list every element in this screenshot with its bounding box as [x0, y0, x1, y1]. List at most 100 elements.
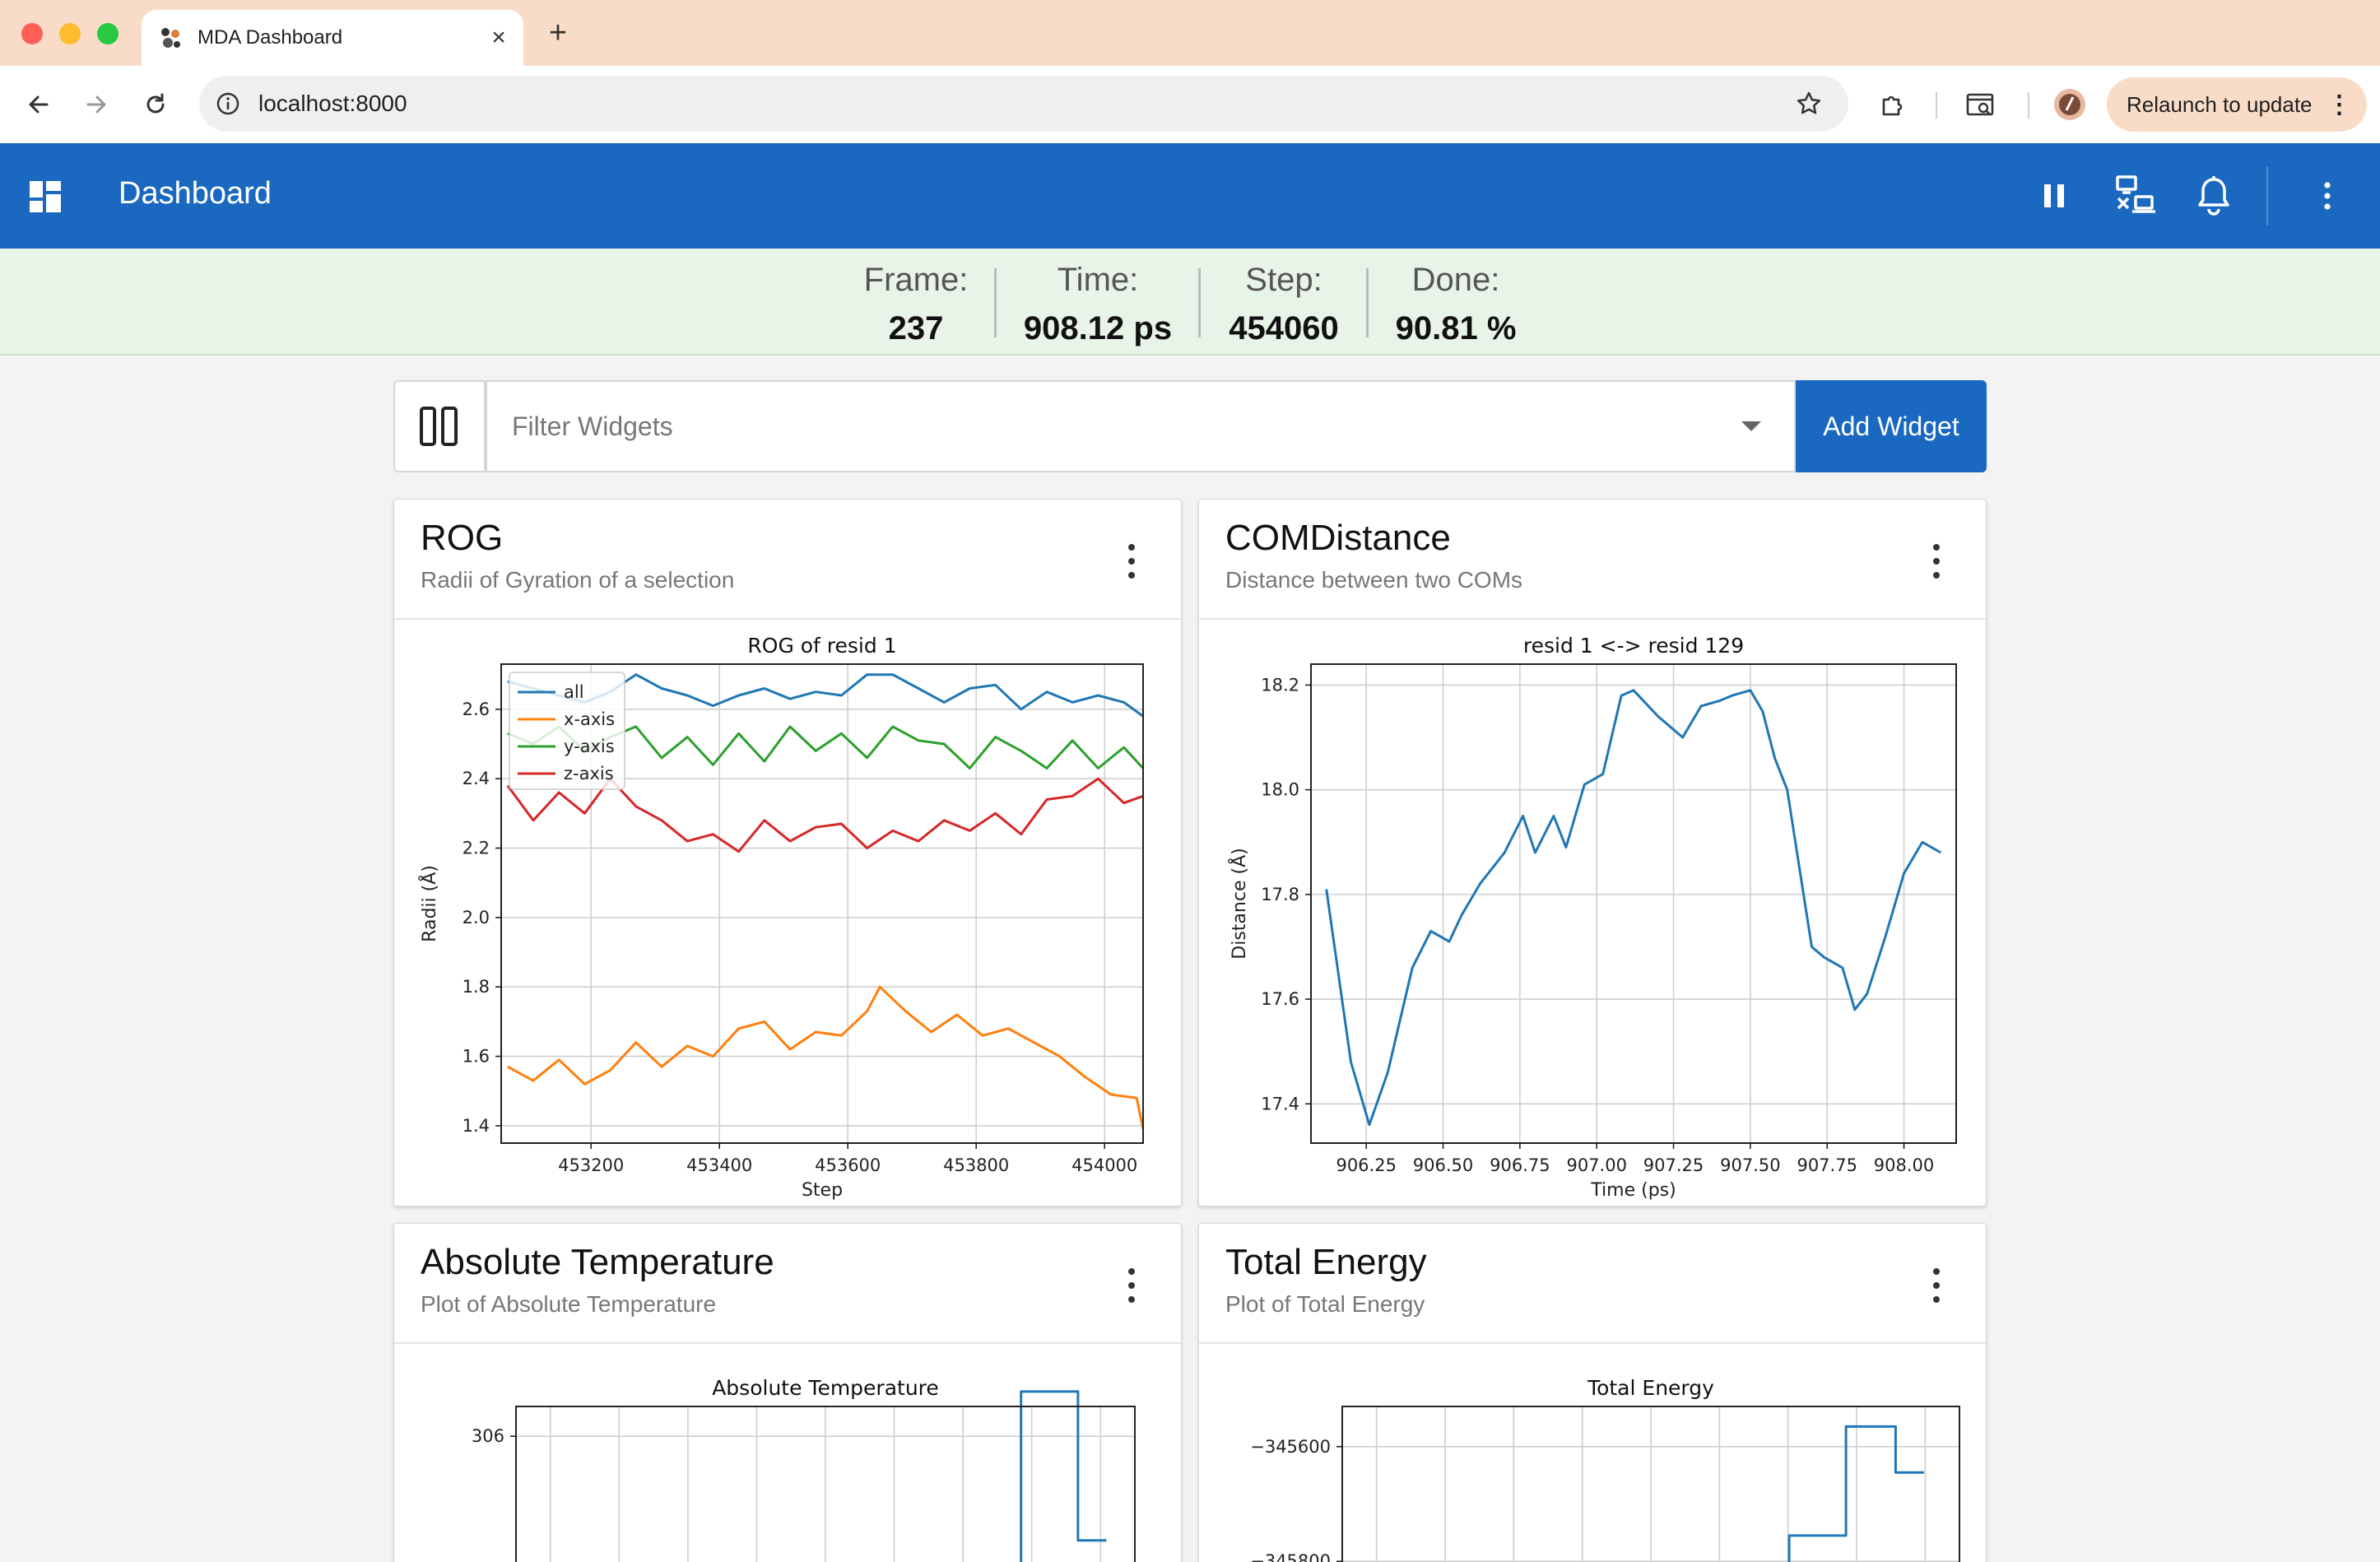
y-axis-label: Distance (Å)	[1228, 848, 1250, 959]
add-widget-button[interactable]: Add Widget	[1796, 380, 1987, 472]
widget-subtitle: Radii of Gyration of a selection	[421, 567, 735, 593]
new-tab-icon[interactable]: +	[548, 15, 568, 50]
step-value: 454060	[1229, 310, 1339, 346]
column-layout-button[interactable]	[393, 380, 486, 472]
browser-tabstrip: MDA Dashboard × +	[0, 0, 2380, 66]
y-tick-label: 17.6	[1261, 989, 1299, 1009]
y-tick-label: −345600	[1250, 1437, 1331, 1457]
legend-box	[509, 672, 625, 790]
x-tick-label: 907.00	[1566, 1155, 1626, 1175]
comdistance-plot: resid 1 <-> resid 129 906.25 906.50 906.75 9…	[1199, 620, 1986, 1206]
widget-card-absolute-temperature: Absolute Temperature Plot of Absolute Te…	[393, 1223, 1182, 1562]
address-bar[interactable]: localhost:8000	[199, 76, 1848, 132]
simulation-status-bar: Frame: 237 Time: 908.12 ps Step: 454060 …	[0, 249, 2380, 356]
y-tick-label: 1.8	[463, 977, 490, 997]
step-label: Step:	[1245, 262, 1322, 298]
y-axis-label: Radii (Å)	[418, 865, 440, 942]
window-minimize-button[interactable]	[59, 23, 81, 44]
tab-close-icon[interactable]: ×	[491, 24, 506, 51]
relaunch-button[interactable]: Relaunch to update ⋮	[2107, 77, 2367, 132]
y-tick-label: 18.2	[1261, 675, 1299, 695]
columns-icon	[420, 407, 458, 446]
legend-label: z-axis	[564, 764, 614, 783]
y-tick-label: 17.8	[1261, 885, 1299, 904]
rog-plot: ROG of resid 1 453200 453400 453600 453800 45…	[394, 620, 1181, 1206]
widget-card-comdistance: COMDistance Distance between two COMs re…	[1198, 499, 1987, 1206]
widget-menu-icon[interactable]	[1920, 1265, 1953, 1306]
done-value: 90.81 %	[1395, 310, 1517, 346]
plot-frame	[1310, 663, 1957, 1144]
dropdown-caret-icon[interactable]	[1741, 421, 1761, 431]
x-tick-label: 454000	[1071, 1155, 1137, 1175]
back-icon[interactable]	[18, 84, 59, 125]
widget-menu-icon[interactable]	[1115, 541, 1148, 582]
y-tick-label: 1.4	[463, 1116, 490, 1136]
browser-toolbar: localhost:8000 Relaunch to update ⋮	[0, 66, 2380, 143]
x-tick-label: 453600	[815, 1155, 881, 1175]
bookmark-star-icon[interactable]	[1792, 87, 1825, 120]
series-line	[1787, 1425, 1924, 1562]
widget-header: ROG Radii of Gyration of a selection	[394, 500, 1181, 620]
y-tick-label: 1.6	[463, 1047, 490, 1067]
widget-title: Total Energy	[1225, 1242, 1427, 1282]
browser-tab[interactable]: MDA Dashboard ×	[142, 10, 523, 66]
favicon-icon	[158, 26, 183, 50]
filter-widgets-select[interactable]	[486, 380, 1796, 472]
x-axis-label: Time (ps)	[1590, 1180, 1676, 1201]
status-divider	[1198, 268, 1201, 337]
profile-avatar[interactable]	[2049, 84, 2090, 125]
x-tick-label: 906.75	[1490, 1155, 1550, 1175]
energy-chart: Total Energy −345600 −345800	[1250, 1376, 1960, 1562]
legend-label: x-axis	[564, 709, 615, 729]
time-stat: Time: 908.12 ps	[1011, 249, 1185, 356]
legend-label: y-axis	[564, 737, 615, 756]
notifications-bell-icon[interactable]	[2189, 171, 2238, 221]
widget-subtitle: Plot of Total Energy	[1225, 1291, 1425, 1317]
plot-frame	[515, 1406, 1136, 1562]
widget-menu-icon[interactable]	[1920, 541, 1953, 582]
forward-icon[interactable]	[76, 84, 117, 125]
step-stat: Step: 454060	[1215, 249, 1353, 356]
chart-title: ROG of resid 1	[747, 634, 896, 658]
y-tick-label: 2.6	[463, 700, 490, 719]
y-tick-label: −345800	[1250, 1551, 1331, 1562]
widget-subtitle: Plot of Absolute Temperature	[421, 1291, 717, 1317]
energy-plot: Total Energy −345600 −345800	[1199, 1344, 1986, 1562]
time-value: 908.12 ps	[1023, 310, 1173, 346]
widget-title: COMDistance	[1225, 518, 1451, 558]
frame-label: Frame:	[863, 262, 969, 298]
tab-search-icon[interactable]	[1960, 84, 2001, 125]
tab-title: MDA Dashboard	[198, 26, 343, 49]
status-divider	[1366, 268, 1369, 337]
x-tick-label: 453400	[686, 1155, 752, 1175]
legend-label: all	[564, 682, 584, 702]
page-title: Dashboard	[119, 176, 272, 211]
disconnect-icon[interactable]	[2112, 171, 2161, 221]
dashboard-icon[interactable]	[30, 181, 61, 212]
y-tick-label: 2.0	[463, 908, 490, 927]
done-label: Done:	[1411, 262, 1500, 298]
extensions-icon[interactable]	[1871, 84, 1913, 125]
x-tick-label: 907.25	[1643, 1155, 1704, 1175]
window-close-button[interactable]	[21, 23, 43, 44]
app-menu-icon[interactable]	[2303, 171, 2352, 221]
series-line	[507, 985, 1145, 1130]
pause-icon[interactable]	[2029, 171, 2079, 221]
x-tick-label: 908.00	[1874, 1155, 1934, 1175]
url-text[interactable]: localhost:8000	[258, 91, 407, 116]
x-tick-label: 453200	[558, 1155, 624, 1175]
widget-menu-icon[interactable]	[1115, 1265, 1148, 1306]
y-tick-label: 306	[472, 1426, 504, 1446]
comdistance-chart: resid 1 <-> resid 129 906.25 906.50 906.75 9…	[1228, 634, 1957, 1201]
site-info-icon[interactable]	[214, 90, 242, 118]
widget-title: Absolute Temperature	[421, 1242, 774, 1282]
widget-header: COMDistance Distance between two COMs	[1199, 500, 1986, 620]
reload-icon[interactable]	[135, 84, 176, 125]
y-tick-label: 17.4	[1261, 1094, 1299, 1113]
window-zoom-button[interactable]	[97, 23, 119, 44]
frame-value: 237	[888, 310, 944, 346]
filter-widgets-input[interactable]	[512, 411, 1741, 442]
plot-frame	[500, 663, 1144, 1144]
relaunch-label: Relaunch to update	[2127, 91, 2313, 117]
x-tick-label: 907.50	[1720, 1155, 1780, 1175]
